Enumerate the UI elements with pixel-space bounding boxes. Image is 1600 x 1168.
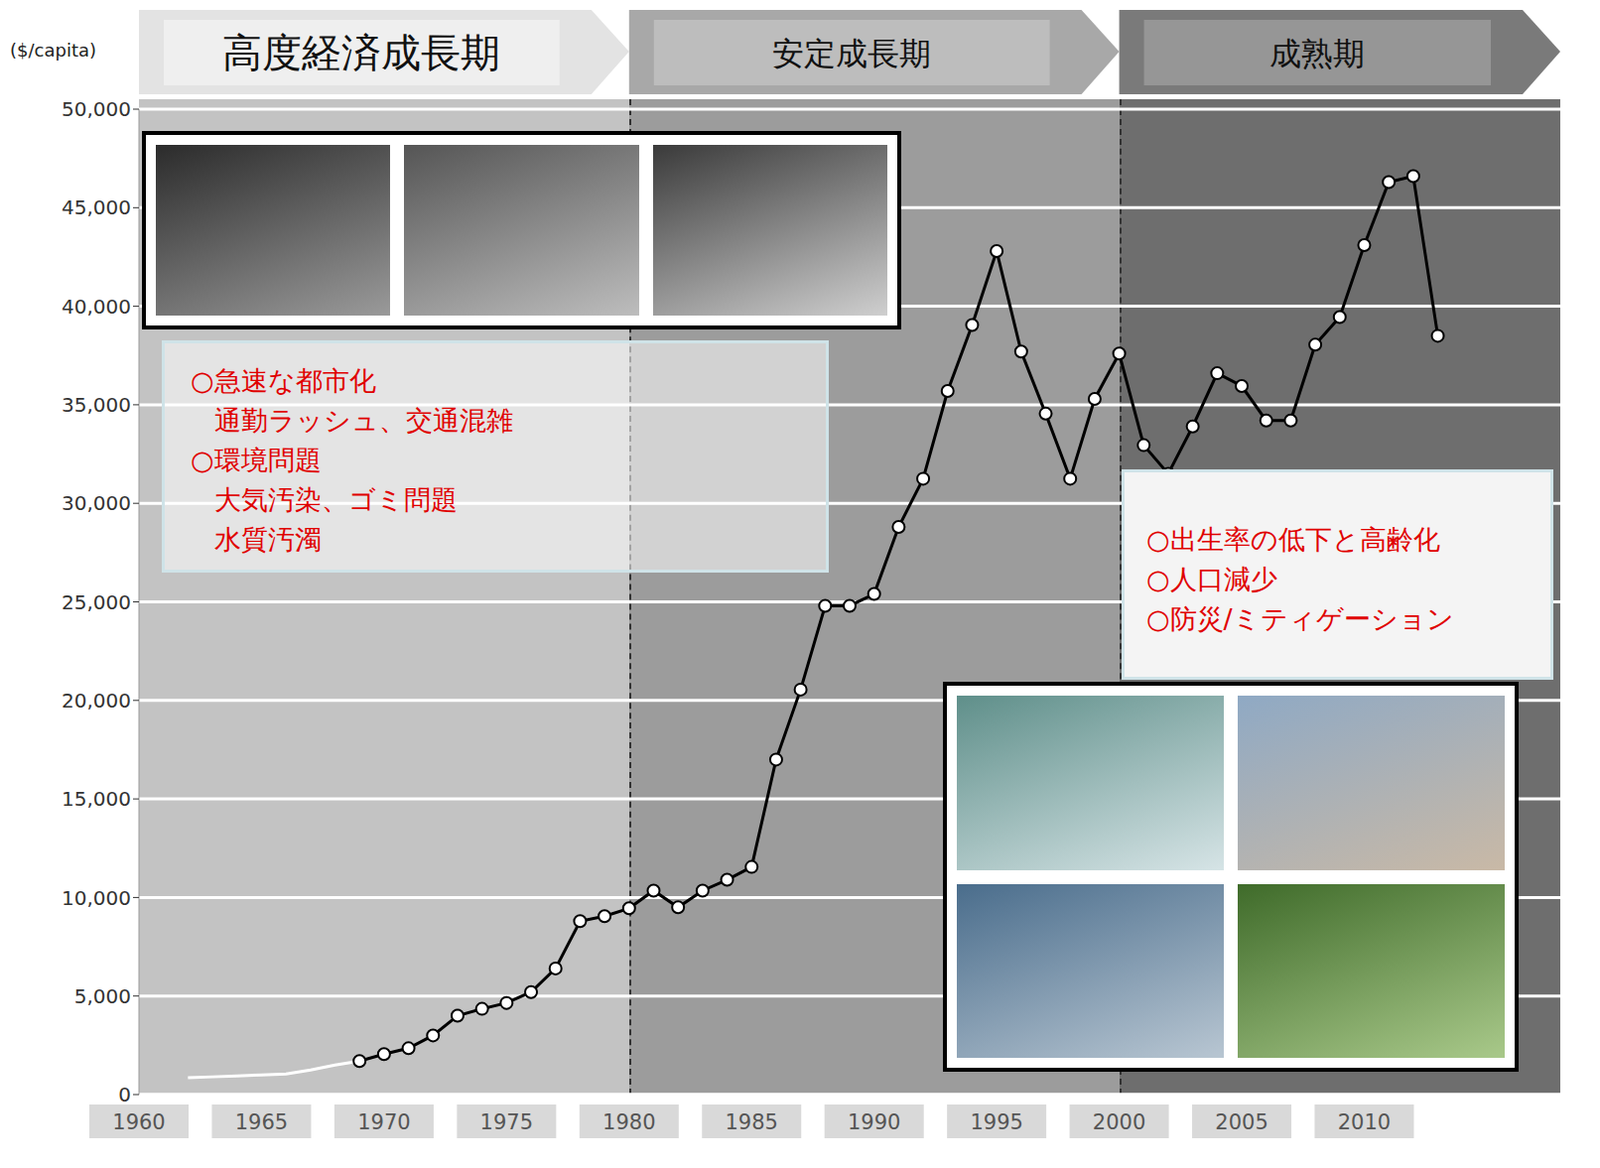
svg-text:0: 0 bbox=[118, 1082, 132, 1107]
svg-text:1975: 1975 bbox=[480, 1110, 534, 1135]
svg-text:1960: 1960 bbox=[112, 1110, 165, 1135]
html-text:○環境問題: ○環境問題 bbox=[190, 444, 322, 476]
svg-text:5,000: 5,000 bbox=[74, 984, 132, 1009]
svg-text:1965: 1965 bbox=[235, 1110, 288, 1135]
svg-text:30,000: 30,000 bbox=[61, 491, 132, 516]
svg-text:成熟期: 成熟期 bbox=[1269, 34, 1365, 73]
svg-text:高度経済成長期: 高度経済成長期 bbox=[222, 29, 501, 76]
html-text:通勤ラッシュ、交通混雑: 通勤ラッシュ、交通混雑 bbox=[214, 404, 514, 436]
svg-text:10,000: 10,000 bbox=[61, 886, 132, 911]
html-text:○人口減少: ○人口減少 bbox=[1146, 563, 1278, 595]
svg-text:1970: 1970 bbox=[357, 1110, 410, 1135]
html-text:○出生率の低下と高齢化: ○出生率の低下と高齢化 bbox=[1146, 524, 1440, 555]
html-text:水質汚濁: 水質汚濁 bbox=[214, 524, 322, 555]
svg-text:45,000: 45,000 bbox=[61, 195, 132, 220]
svg-text:15,000: 15,000 bbox=[61, 787, 132, 811]
svg-text:1995: 1995 bbox=[969, 1110, 1023, 1135]
svg-text:1990: 1990 bbox=[847, 1110, 901, 1135]
svg-text:50,000: 50,000 bbox=[61, 97, 132, 122]
svg-text:1980: 1980 bbox=[602, 1110, 656, 1135]
svg-text:2000: 2000 bbox=[1092, 1110, 1146, 1135]
svg-text:2010: 2010 bbox=[1337, 1110, 1391, 1135]
html-text:大気汚染、ゴミ問題: 大気汚染、ゴミ問題 bbox=[214, 484, 458, 516]
html-text:($/capita): ($/capita) bbox=[9, 39, 97, 61]
svg-text:20,000: 20,000 bbox=[61, 688, 132, 713]
svg-text:1985: 1985 bbox=[725, 1110, 779, 1135]
html-text:○防災/ミティゲーション: ○防災/ミティゲーション bbox=[1146, 603, 1454, 635]
svg-text:25,000: 25,000 bbox=[61, 590, 132, 615]
html-text:○急速な都市化: ○急速な都市化 bbox=[190, 365, 376, 397]
svg-text:40,000: 40,000 bbox=[61, 294, 132, 319]
svg-text:安定成長期: 安定成長期 bbox=[772, 34, 932, 73]
svg-text:35,000: 35,000 bbox=[61, 393, 132, 417]
svg-text:2005: 2005 bbox=[1214, 1110, 1268, 1135]
